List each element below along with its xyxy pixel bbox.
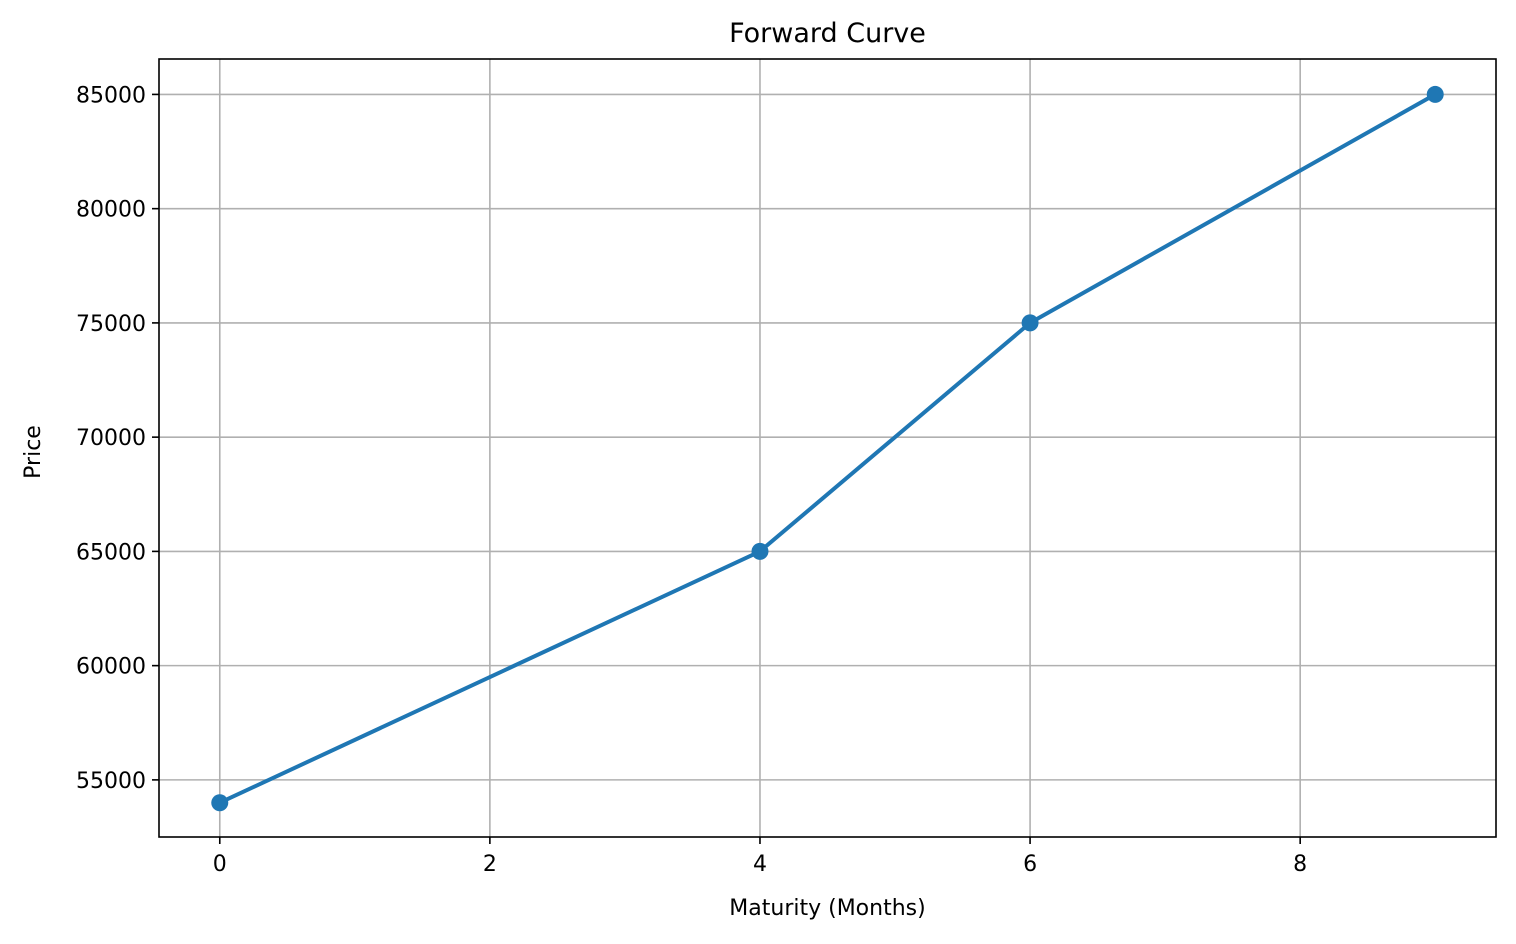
x-tick-label: 0 [213,852,227,877]
y-tick-label: 75000 [76,312,146,337]
chart-title: Forward Curve [729,18,926,49]
data-point-marker [751,542,769,560]
series-line [217,92,1438,805]
y-tick-label: 70000 [76,426,146,451]
x-tick-label: 6 [1023,852,1037,877]
y-tick-label: 55000 [76,769,146,794]
y-tick-label: 85000 [76,83,146,108]
y-axis-label: Price [21,425,46,479]
grid-lines [159,59,1496,837]
data-point-marker [1021,314,1039,332]
series-layer [211,85,1444,812]
y-tick-label: 65000 [76,540,146,565]
x-tick-label: 2 [483,852,497,877]
y-tick-label: 80000 [76,198,146,223]
y-tick-label: 60000 [76,655,146,680]
x-tick-label: 4 [753,852,767,877]
plot-frame [158,58,1497,838]
data-point-marker [211,794,229,812]
data-point-marker [1426,85,1444,103]
x-tick-label: 8 [1293,852,1307,877]
axis-ticks: 0 2 4 6 8 55000 60000 65000 70000 75000 80000 85000 [76,83,1307,877]
x-axis-label: Maturity (Months) [729,896,925,921]
